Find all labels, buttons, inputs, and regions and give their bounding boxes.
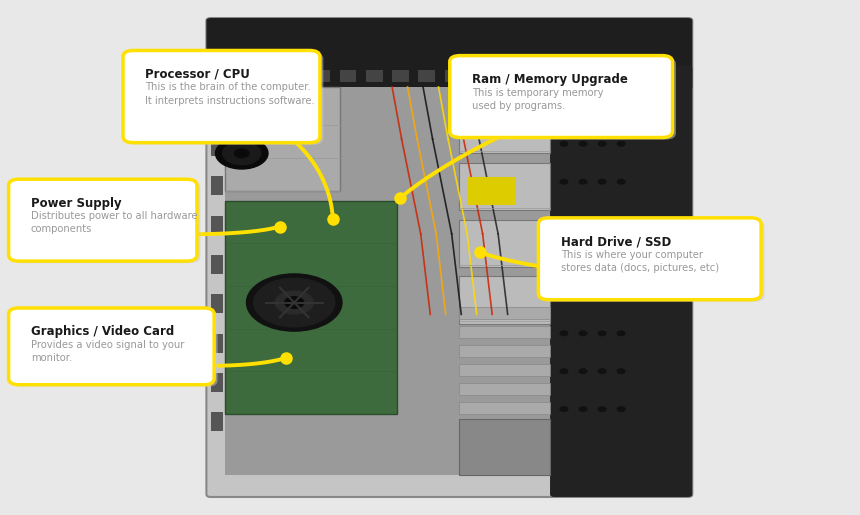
Circle shape	[599, 407, 606, 411]
Text: Hard Drive / SSD: Hard Drive / SSD	[561, 235, 671, 248]
Circle shape	[617, 179, 625, 184]
Circle shape	[275, 291, 313, 314]
Circle shape	[579, 217, 587, 222]
Circle shape	[617, 331, 625, 336]
Bar	[211, 295, 223, 314]
Text: This is where your computer
stores data (docs, pictures, etc): This is where your computer stores data …	[561, 250, 719, 273]
Bar	[225, 87, 340, 191]
Circle shape	[560, 407, 568, 411]
Circle shape	[599, 217, 606, 222]
Circle shape	[216, 138, 268, 169]
Bar	[459, 326, 550, 338]
FancyBboxPatch shape	[453, 58, 676, 140]
FancyBboxPatch shape	[12, 310, 218, 387]
Circle shape	[235, 149, 249, 158]
Circle shape	[223, 142, 261, 165]
Bar	[261, 71, 278, 82]
Bar	[225, 87, 550, 475]
FancyBboxPatch shape	[9, 308, 214, 385]
Circle shape	[560, 142, 568, 146]
Circle shape	[285, 297, 304, 308]
FancyBboxPatch shape	[126, 53, 323, 145]
Bar	[459, 402, 550, 414]
Circle shape	[254, 278, 335, 327]
Circle shape	[599, 293, 606, 298]
Bar	[211, 334, 223, 353]
Bar	[211, 59, 223, 77]
Bar	[392, 71, 408, 82]
Bar	[418, 71, 435, 82]
Bar	[211, 216, 223, 235]
Circle shape	[579, 331, 587, 336]
Text: Distributes power to all hardware
components: Distributes power to all hardware compon…	[31, 211, 198, 234]
Circle shape	[247, 274, 342, 331]
Bar	[524, 71, 540, 82]
Circle shape	[599, 331, 606, 336]
FancyBboxPatch shape	[542, 220, 765, 302]
Bar	[459, 163, 550, 210]
Bar	[313, 71, 330, 82]
Text: Power Supply: Power Supply	[31, 197, 121, 210]
Bar	[459, 419, 550, 475]
FancyBboxPatch shape	[12, 181, 200, 263]
Text: Processor / CPU: Processor / CPU	[145, 68, 250, 81]
Circle shape	[617, 293, 625, 298]
Text: This is temporary memory
used by programs.: This is temporary memory used by program…	[472, 88, 604, 111]
FancyBboxPatch shape	[123, 50, 320, 143]
FancyBboxPatch shape	[450, 56, 673, 138]
FancyBboxPatch shape	[206, 18, 692, 497]
Bar	[211, 373, 223, 392]
Bar	[459, 345, 550, 357]
Bar	[459, 219, 550, 267]
Bar	[366, 71, 383, 82]
Circle shape	[560, 217, 568, 222]
Text: Ram / Memory Upgrade: Ram / Memory Upgrade	[472, 73, 628, 86]
Circle shape	[560, 179, 568, 184]
Circle shape	[599, 142, 606, 146]
Bar	[459, 277, 550, 324]
Bar	[459, 383, 550, 395]
Bar	[211, 98, 223, 117]
Bar	[225, 201, 396, 414]
Circle shape	[617, 369, 625, 373]
FancyBboxPatch shape	[550, 65, 692, 497]
Circle shape	[579, 179, 587, 184]
Circle shape	[579, 407, 587, 411]
Circle shape	[617, 407, 625, 411]
Circle shape	[599, 179, 606, 184]
Circle shape	[579, 142, 587, 146]
Bar	[340, 71, 356, 82]
Text: Graphics / Video Card: Graphics / Video Card	[31, 325, 175, 338]
FancyBboxPatch shape	[206, 18, 692, 90]
Bar	[459, 106, 550, 153]
Bar	[445, 71, 461, 82]
Text: This is the brain of the computer.
It interprets instructions software.: This is the brain of the computer. It in…	[145, 82, 315, 106]
Circle shape	[560, 293, 568, 298]
Circle shape	[579, 369, 587, 373]
Circle shape	[599, 369, 606, 373]
Bar	[287, 71, 304, 82]
Bar	[497, 71, 513, 82]
Bar	[211, 255, 223, 274]
Circle shape	[617, 142, 625, 146]
FancyBboxPatch shape	[9, 179, 197, 261]
Circle shape	[617, 217, 625, 222]
Bar	[211, 137, 223, 156]
Text: Provides a video signal to your
monitor.: Provides a video signal to your monitor.	[31, 340, 184, 363]
FancyBboxPatch shape	[538, 218, 761, 300]
Bar	[235, 71, 251, 82]
Circle shape	[560, 369, 568, 373]
Circle shape	[617, 255, 625, 260]
Bar	[459, 307, 550, 319]
Bar	[470, 71, 488, 82]
Bar	[211, 177, 223, 195]
Circle shape	[560, 331, 568, 336]
Circle shape	[579, 255, 587, 260]
Circle shape	[599, 255, 606, 260]
Circle shape	[560, 255, 568, 260]
Circle shape	[579, 293, 587, 298]
Bar	[459, 364, 550, 376]
Bar	[469, 177, 516, 205]
Bar	[211, 413, 223, 432]
